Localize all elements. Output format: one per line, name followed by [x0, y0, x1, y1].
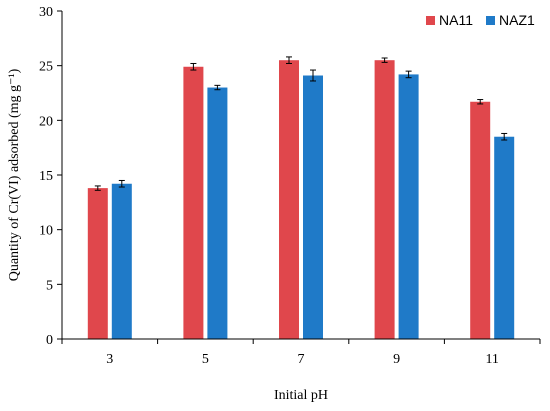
- legend-label-naz1: NAZ1: [499, 12, 535, 28]
- y-tick-label: 0: [46, 333, 53, 348]
- x-axis-title: Initial pH: [274, 388, 328, 403]
- bar-na11-7: [279, 60, 299, 339]
- bar-na11-11: [470, 101, 491, 339]
- bar-naz1-5: [207, 87, 228, 340]
- bar-naz1-9: [398, 74, 419, 339]
- bar-naz1-3: [111, 183, 132, 339]
- legend-swatch-naz1: [486, 16, 495, 25]
- y-tick-label: 25: [39, 60, 53, 75]
- bar-naz1-7: [303, 75, 323, 340]
- x-tick-label: 7: [298, 352, 305, 367]
- legend-swatch-na11: [426, 16, 435, 25]
- y-tick-label: 30: [39, 5, 53, 20]
- y-tick-label: 20: [39, 114, 53, 129]
- axes-layer: [61, 11, 540, 340]
- x-tick-label: 3: [106, 352, 113, 367]
- bar-naz1-11: [494, 136, 515, 339]
- error-bars-layer: [94, 56, 508, 191]
- y-ticks: 0 5 10 15 20 25 30: [39, 5, 62, 348]
- legend-label-na11: NA11: [439, 12, 473, 28]
- legend: NA11 NAZ1: [426, 12, 535, 28]
- x-tick-label: 5: [202, 352, 209, 367]
- bar-na11-9: [374, 60, 395, 339]
- x-tick-label: 9: [393, 352, 400, 367]
- y-tick-label: 15: [39, 169, 53, 184]
- bars-layer: [87, 60, 515, 340]
- y-axis-title: Quantity of Cr(VI) adsorbed (mg g⁻¹): [7, 68, 22, 281]
- x-ticks: 3 5 7 9 11: [61, 339, 541, 367]
- y-tick-label: 5: [46, 278, 53, 293]
- y-tick-label: 10: [39, 224, 53, 239]
- bar-na11-3: [87, 188, 108, 339]
- x-tick-label: 11: [485, 352, 498, 367]
- bar-na11-5: [183, 66, 204, 339]
